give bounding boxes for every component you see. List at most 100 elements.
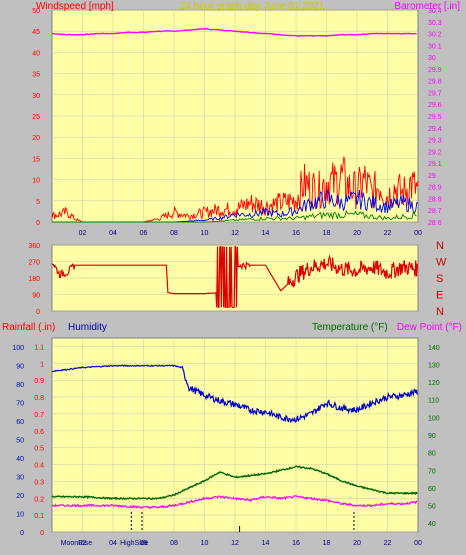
barometer-axis-tick-label: 30.2 (428, 32, 442, 39)
temperature-axis-title: Temperature (°F) (312, 322, 388, 333)
barometer-axis-tick-label: 30.3 (428, 20, 442, 27)
wind-axis-tick-label: 25 (32, 114, 40, 121)
wind-axis-tick-label: 0 (36, 220, 40, 227)
temperature-axis-tick-label: 40 (428, 521, 436, 528)
temperature-axis-tick-label: 50 (428, 504, 436, 511)
temp-x-tick-label: 16 (292, 540, 300, 547)
direction-axis-tick-label: 360 (28, 243, 40, 250)
rainfall-axis-tick-label: 0.4 (34, 463, 44, 470)
barometer-axis-tick-label: 30.4 (428, 8, 442, 15)
barometer-axis-tick-label: 30.1 (428, 43, 442, 50)
wind-x-tick-label: 02 (79, 230, 87, 237)
wind-axis-tick-label: 45 (32, 29, 40, 36)
barometer-axis-tick-label: 28.9 (428, 185, 442, 192)
barometer-axis-tick-label: 29.1 (428, 161, 442, 168)
compass-label: N (436, 306, 444, 318)
wind-axis-tick-label: 10 (32, 178, 40, 185)
humidity-axis-tick-label: 100 (12, 345, 24, 352)
temperature-axis-tick-label: 90 (428, 433, 436, 440)
barometer-axis-tick-label: 29.4 (428, 126, 442, 133)
temp-x-tick-label: 10 (201, 540, 209, 547)
barometer-axis-tick-label: 30 (428, 55, 436, 62)
temperature-axis-tick-label: 60 (428, 486, 436, 493)
wind-x-tick-label: 00 (414, 230, 422, 237)
moonrise-label: MoonRise (61, 540, 93, 547)
barometer-axis-tick-label: 29 (428, 173, 436, 180)
wind-axis-tick-label: 40 (32, 50, 40, 57)
humidity-axis-tick-label: 50 (16, 438, 24, 445)
dewpoint-axis-title: Dew Point (°F) (397, 322, 462, 333)
wind-axis-tick-label: 15 (32, 156, 40, 163)
temp-x-tick-label: 02 (79, 540, 87, 547)
barometer-axis-tick-label: 28.8 (428, 196, 442, 203)
temperature-axis-tick-label: 130 (428, 362, 440, 369)
compass-label: E (436, 290, 443, 302)
rainfall-axis-tick-label: 0.3 (34, 479, 44, 486)
wind-axis-tick-label: 30 (32, 93, 40, 100)
humidity-axis-tick-label: 10 (16, 512, 24, 519)
wind-x-tick-label: 06 (140, 230, 148, 237)
temperature-axis-tick-label: 80 (428, 451, 436, 458)
compass-label: N (436, 240, 444, 252)
temp-x-tick-label: 12 (231, 540, 239, 547)
rainfall-axis-tick-label: 0 (40, 530, 44, 537)
series-temperature (51, 465, 418, 501)
wind-axis-tick-label: 50 (32, 8, 40, 15)
humidity-axis-tick-label: 80 (16, 382, 24, 389)
wind-x-tick-label: 18 (323, 230, 331, 237)
barometer-axis-tick-label: 29.8 (428, 79, 442, 86)
rainfall-axis-tick-label: 0.9 (34, 378, 44, 385)
wind-x-tick-label: 16 (292, 230, 300, 237)
direction-axis-tick-label: 270 (28, 260, 40, 267)
wind-x-tick-label: 08 (170, 230, 178, 237)
temp-x-tick-label: 20 (353, 540, 361, 547)
compass-label: W (436, 257, 447, 269)
rainfall-axis-tick-label: 1.1 (34, 344, 44, 351)
temperature-axis-tick-label: 140 (428, 345, 440, 352)
temp-x-tick-label: 06 (140, 540, 148, 547)
barometer-axis-title: Barometer [.in] (394, 1, 460, 12)
wind-x-tick-label: 14 (262, 230, 270, 237)
wind-axis-tick-label: 5 (36, 199, 40, 206)
temperature-axis-tick-label: 120 (428, 380, 440, 387)
barometer-axis-tick-label: 29.9 (428, 67, 442, 74)
humidity-axis-tick-label: 0 (20, 530, 24, 537)
temperature-axis-tick-label: 100 (428, 415, 440, 422)
series-humidity (51, 364, 418, 424)
rainfall-axis-title: Rainfall (.in) (2, 322, 55, 333)
wind-x-tick-label: 10 (201, 230, 209, 237)
rainfall-axis-tick-label: 1 (40, 361, 44, 368)
temp-x-tick-label: 04 (109, 540, 117, 547)
humidity-axis-tick-label: 40 (16, 456, 24, 463)
barometer-axis-tick-label: 28.7 (428, 208, 442, 215)
barometer-axis-tick-label: 29.5 (428, 114, 442, 121)
wind-x-tick-label: 12 (231, 230, 239, 237)
graph-title: 24 hour graph day June 01 2021 (180, 1, 325, 12)
humidity-axis-tick-label: 60 (16, 419, 24, 426)
series-wind-low (52, 210, 417, 223)
humidity-axis-tick-label: 70 (16, 401, 24, 408)
compass-label: S (436, 273, 443, 285)
barometer-axis-tick-label: 29.6 (428, 102, 442, 109)
temp-x-tick-label: 08 (170, 540, 178, 547)
rainfall-axis-tick-label: 0.1 (34, 513, 44, 520)
humidity-axis-title: Humidity (68, 322, 107, 333)
humidity-axis-tick-label: 30 (16, 475, 24, 482)
series-dewpoint (51, 495, 418, 510)
direction-axis-tick-label: 0 (36, 309, 40, 316)
rainfall-axis-tick-label: 0.7 (34, 412, 44, 419)
humidity-axis-tick-label: 20 (16, 493, 24, 500)
humidity-axis-tick-label: 90 (16, 364, 24, 371)
wind-x-tick-label: 22 (384, 230, 392, 237)
rainfall-axis-tick-label: 0.5 (34, 446, 44, 453)
temperature-axis-tick-label: 70 (428, 468, 436, 475)
temp-x-tick-label: 18 (323, 540, 331, 547)
wind-x-tick-label: 04 (109, 230, 117, 237)
direction-axis-tick-label: 90 (32, 293, 40, 300)
barometer-axis-tick-label: 28.6 (428, 220, 442, 227)
series-wind-direction (51, 246, 418, 308)
barometer-axis-tick-label: 29.2 (428, 149, 442, 156)
temperature-axis-tick-label: 110 (428, 398, 439, 405)
temp-x-tick-label: 14 (262, 540, 270, 547)
